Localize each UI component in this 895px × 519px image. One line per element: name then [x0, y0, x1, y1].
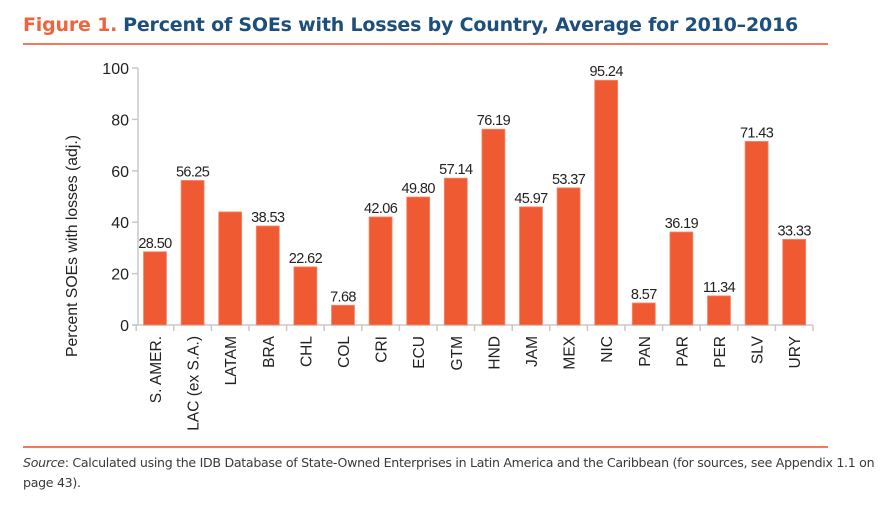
bar — [143, 251, 167, 326]
x-tick-label: COL — [336, 336, 353, 368]
y-tick-label: 0 — [120, 318, 129, 335]
y-axis-title: Percent SOEs with losses (adj.) — [64, 135, 81, 357]
title-rule — [23, 43, 828, 45]
source-note: Source: Calculated using the IDB Databas… — [23, 453, 883, 493]
y-tick-label: 40 — [111, 215, 129, 232]
data-label: 53.37 — [552, 172, 586, 188]
x-tick-label: ECU — [411, 336, 428, 369]
y-tick-label: 60 — [111, 164, 129, 181]
figure-label: Figure 1. — [23, 14, 118, 36]
data-label: 36.19 — [665, 216, 699, 232]
bar — [782, 238, 807, 326]
data-label: 42.06 — [364, 201, 398, 217]
bar — [707, 295, 731, 326]
bar — [744, 141, 769, 326]
x-tick-label: URY — [787, 336, 804, 368]
bar — [406, 196, 431, 326]
bar — [255, 225, 280, 326]
x-tick-label: PAN — [637, 336, 654, 367]
bar — [293, 266, 318, 326]
data-label: 33.33 — [778, 223, 812, 239]
figure-title: Figure 1. Percent of SOEs with Losses by … — [23, 14, 798, 36]
x-tick-label: PAR — [674, 336, 691, 367]
x-tick-label: GTM — [449, 336, 466, 370]
x-tick-label: LATAM — [223, 336, 240, 385]
x-tick-label: HND — [486, 336, 503, 370]
bar — [331, 304, 355, 326]
data-label: 28.50 — [138, 236, 172, 252]
data-label: 71.43 — [740, 125, 774, 141]
x-tick-label: SLV — [750, 335, 767, 364]
bar — [368, 216, 393, 326]
data-label: 8.57 — [631, 287, 657, 303]
data-label: 22.62 — [289, 251, 323, 267]
x-tick-label: BRA — [261, 335, 278, 368]
bar — [443, 177, 468, 326]
data-label: 49.80 — [402, 181, 436, 197]
x-tick-label: MEX — [562, 335, 579, 369]
figure-title-text: Percent of SOEs with Losses by Country, … — [123, 14, 799, 36]
x-tick-label: JAM — [524, 336, 541, 367]
data-label: 7.68 — [330, 289, 356, 305]
bar — [556, 187, 581, 326]
x-tick-label: CRI — [374, 336, 391, 363]
bar — [519, 206, 543, 326]
data-label: 45.97 — [514, 191, 548, 207]
x-tick-label: LAC (ex S.A.) — [186, 336, 203, 431]
data-label: 95.24 — [590, 64, 624, 80]
x-tick-label: S. AMER. — [148, 336, 165, 403]
data-label: 76.19 — [477, 113, 511, 129]
data-label: 38.53 — [251, 210, 285, 226]
data-label: 57.14 — [439, 162, 473, 178]
bar — [218, 211, 243, 326]
bar — [669, 231, 694, 326]
bar — [180, 180, 205, 326]
x-tick-label: CHL — [298, 336, 315, 367]
x-tick-label: NIC — [599, 336, 616, 363]
source-label: Source — [23, 455, 65, 470]
data-label: 56.25 — [176, 164, 210, 180]
bar — [594, 79, 619, 326]
y-tick-label: 100 — [102, 61, 129, 78]
bar — [481, 128, 506, 326]
source-rule — [23, 446, 828, 448]
y-tick-label: 80 — [111, 112, 129, 129]
x-tick-label: PER — [712, 336, 729, 368]
bar — [631, 302, 656, 326]
y-tick-label: 20 — [111, 267, 129, 284]
source-text: : Calculated using the IDB Database of S… — [23, 455, 875, 490]
bar-chart: Percent SOEs with losses (adj.) 0 20 40 60 8… — [64, 61, 814, 431]
data-label: 11.34 — [703, 280, 736, 296]
